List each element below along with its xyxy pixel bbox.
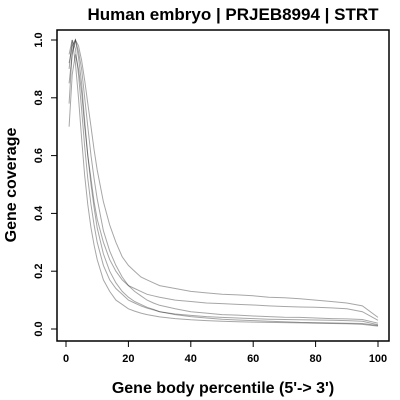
- x-tick-label: 40: [185, 353, 197, 365]
- x-axis-title: Gene body percentile (5'-> 3'): [112, 380, 334, 397]
- series-line: [68, 54, 379, 321]
- plot-frame: [56, 29, 390, 342]
- y-axis-title: Gene coverage: [3, 128, 20, 243]
- y-tick-label: 0.0: [33, 321, 45, 336]
- y-tick-label: 0.8: [33, 90, 45, 105]
- series-line: [68, 39, 379, 327]
- x-axis: 0 20 40 60 80 100: [63, 341, 387, 365]
- series-line: [68, 38, 379, 318]
- y-tick-label: 0.2: [33, 264, 45, 279]
- x-tick-label: 100: [369, 353, 387, 365]
- series-line: [68, 38, 379, 326]
- series-line: [68, 39, 379, 326]
- y-tick-label: 0.6: [33, 148, 45, 163]
- y-tick-label: 0.4: [33, 205, 45, 221]
- x-tick-label: 60: [247, 353, 259, 365]
- x-tick-label: 80: [309, 353, 321, 365]
- y-tick-label: 1.0: [33, 32, 45, 47]
- x-tick-label: 0: [63, 353, 69, 365]
- y-axis: 0.0 0.2 0.4 0.6 0.8 1.0: [33, 32, 57, 337]
- series-line: [68, 38, 379, 324]
- chart-title: Human embryo | PRJEB8994 | STRT: [87, 5, 379, 24]
- plot-lines: [68, 38, 379, 327]
- x-tick-label: 20: [122, 353, 134, 365]
